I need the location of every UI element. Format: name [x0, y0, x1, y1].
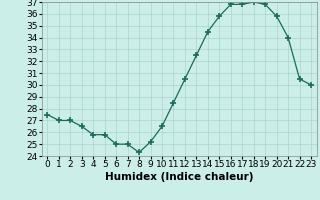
X-axis label: Humidex (Indice chaleur): Humidex (Indice chaleur): [105, 172, 253, 182]
